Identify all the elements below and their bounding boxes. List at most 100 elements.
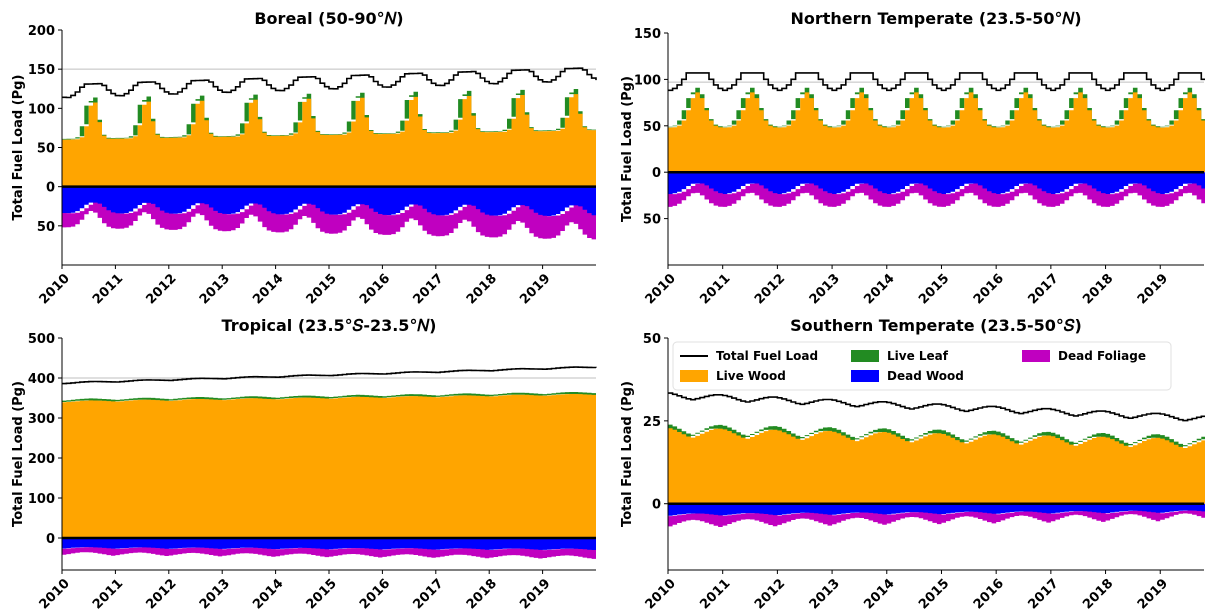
y-tick-label: 100 <box>28 492 55 507</box>
x-tick-label: 2018 <box>1080 271 1116 307</box>
area-dead-wood <box>62 186 596 217</box>
y-axis-label: Total Fuel Load (Pg) <box>620 381 635 527</box>
legend-label: Dead Foliage <box>1058 349 1146 363</box>
y-tick-label: 200 <box>28 24 55 39</box>
x-tick-label: 2019 <box>517 271 553 307</box>
y-tick-label: 50 <box>643 213 661 228</box>
x-tick-label: 2016 <box>971 576 1007 610</box>
x-tick-label: 2015 <box>916 576 952 610</box>
y-tick-label: 100 <box>634 73 661 88</box>
y-tick-label: 25 <box>643 415 661 430</box>
area-dead-wood <box>62 538 596 551</box>
y-tick-label: 50 <box>37 220 55 235</box>
panel-southern_temperate: 50 25 0 2010 2011 2012 2013 2014 2015 2016 2017 201… <box>620 316 1205 610</box>
area-live-leaf <box>62 392 596 403</box>
x-tick-label: 2017 <box>410 576 446 610</box>
x-tick-label: 2012 <box>143 576 179 610</box>
line-total-fuel-load <box>668 72 1205 92</box>
legend-label: Live Wood <box>716 369 786 383</box>
x-tick-label: 2017 <box>410 271 446 307</box>
x-tick-label: 2012 <box>143 271 179 307</box>
x-tick-label: 2013 <box>197 576 233 610</box>
x-tick-label: 2011 <box>90 576 126 610</box>
x-tick-label: 2010 <box>643 576 679 610</box>
area-dead-foliage <box>62 547 596 559</box>
area-live-wood <box>62 94 596 187</box>
y-tick-label: 0 <box>46 181 55 196</box>
area-dead-wood <box>668 503 1205 517</box>
area-dead-foliage <box>668 510 1205 528</box>
y-tick-label: 100 <box>28 102 55 117</box>
y-tick-label: 50 <box>643 120 661 135</box>
x-tick-label: 2014 <box>861 271 897 307</box>
area-live-wood <box>668 92 1205 173</box>
y-tick-label: 0 <box>652 166 661 181</box>
x-tick-label: 2012 <box>752 271 788 307</box>
y-tick-label: 50 <box>643 332 661 347</box>
area-dead-wood <box>668 172 1205 195</box>
x-tick-label: 2018 <box>464 271 500 307</box>
x-tick-label: 2013 <box>807 576 843 610</box>
x-tick-label: 2013 <box>807 271 843 307</box>
y-tick-label: 150 <box>634 27 661 42</box>
legend-patch-swatch <box>680 370 708 382</box>
legend-item: Live Wood <box>680 369 786 383</box>
y-tick-label: 200 <box>28 452 55 467</box>
legend-item: Dead Foliage <box>1022 349 1146 363</box>
legend: Total Fuel Load Live Leaf Dead Foliage Live… <box>672 341 1172 391</box>
line-total-fuel-load <box>668 392 1205 422</box>
y-tick-label: 500 <box>28 332 55 347</box>
x-tick-label: 2019 <box>517 576 553 610</box>
panel-title: Northern Temperate (23.5-50°𝑁) <box>790 9 1081 28</box>
x-tick-label: 2014 <box>250 271 286 307</box>
x-tick-label: 2015 <box>916 271 952 307</box>
x-tick-label: 2016 <box>357 576 393 610</box>
x-tick-label: 2010 <box>37 271 73 307</box>
x-tick-label: 2018 <box>1080 576 1116 610</box>
x-tick-label: 2015 <box>304 271 340 307</box>
x-tick-label: 2011 <box>697 271 733 307</box>
area-live-wood <box>668 428 1205 504</box>
panel-title: Southern Temperate (23.5-50°𝑆) <box>790 316 1082 335</box>
legend-label: Live Leaf <box>887 349 949 363</box>
x-tick-label: 2010 <box>37 576 73 610</box>
x-tick-label: 2017 <box>1025 576 1061 610</box>
line-total-fuel-load <box>62 67 597 99</box>
legend-label: Dead Wood <box>887 369 964 383</box>
y-tick-label: 300 <box>28 412 55 427</box>
legend-item: Live Leaf <box>851 349 949 363</box>
legend-patch-swatch <box>851 350 879 362</box>
legend-label: Total Fuel Load <box>716 349 818 363</box>
x-tick-label: 2014 <box>861 576 897 610</box>
panel-title: Tropical (23.5°𝑆-23.5°𝑁) <box>222 316 437 335</box>
x-tick-label: 2012 <box>752 576 788 610</box>
x-tick-label: 2013 <box>197 271 233 307</box>
legend-patch-swatch <box>851 370 879 382</box>
x-tick-label: 2016 <box>357 271 393 307</box>
panel-boreal: 200 150 100 50 0 50 2010 2011 2012 2013 2014 2015 20… <box>11 9 597 307</box>
x-tick-label: 2010 <box>643 271 679 307</box>
line-total-fuel-load <box>62 366 597 385</box>
x-tick-label: 2011 <box>90 271 126 307</box>
legend-item: Total Fuel Load <box>680 349 818 363</box>
y-axis-label: Total Fuel Load (Pg) <box>11 381 26 527</box>
y-axis-label: Total Fuel Load (Pg) <box>11 75 26 221</box>
area-dead-foliage <box>62 202 596 240</box>
x-tick-label: 2017 <box>1025 271 1061 307</box>
legend-item: Dead Wood <box>851 369 964 383</box>
panel-title: Boreal (50-90°𝑁) <box>254 9 403 28</box>
area-live-leaf <box>668 424 1205 448</box>
y-tick-label: 150 <box>28 63 55 78</box>
panel-tropical: 500 400 300 200 100 0 2010 2011 2012 2013 2014 2015… <box>11 316 597 610</box>
area-live-wood <box>62 394 596 538</box>
x-tick-label: 2015 <box>304 576 340 610</box>
y-tick-label: 0 <box>652 498 661 513</box>
legend-patch-swatch <box>1022 350 1050 362</box>
y-tick-label: 400 <box>28 372 55 387</box>
x-tick-label: 2011 <box>697 576 733 610</box>
y-tick-label: 50 <box>37 142 55 157</box>
x-tick-label: 2016 <box>971 271 1007 307</box>
area-dead-foliage <box>668 183 1205 207</box>
x-tick-label: 2019 <box>1135 271 1171 307</box>
